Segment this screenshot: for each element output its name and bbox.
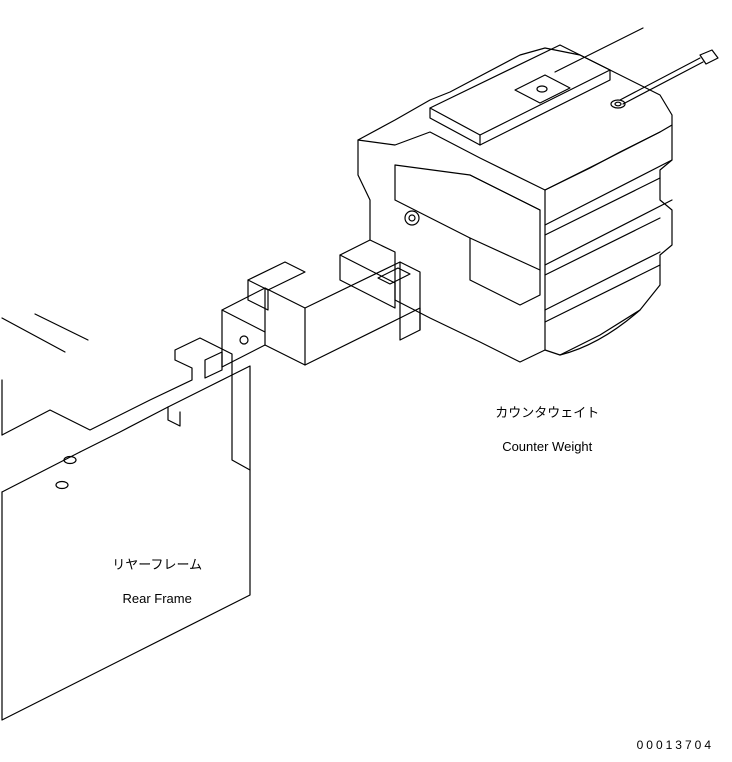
rear-frame-label: リヤーフレーム Rear Frame bbox=[105, 540, 202, 608]
support-bracket bbox=[222, 262, 420, 367]
counter-weight-assembly bbox=[340, 45, 672, 362]
bolt-fastener bbox=[555, 28, 718, 108]
parts-diagram bbox=[0, 0, 732, 762]
counter-weight-label-jp: カウンタウェイト bbox=[495, 405, 599, 420]
counter-weight-label-en: Counter Weight bbox=[502, 439, 592, 454]
counter-weight-label: カウンタウェイト Counter Weight bbox=[488, 388, 599, 456]
rear-frame-assembly bbox=[2, 314, 250, 720]
rear-frame-label-jp: リヤーフレーム bbox=[112, 557, 202, 572]
rear-frame-label-en: Rear Frame bbox=[122, 591, 191, 606]
document-id: 00013704 bbox=[637, 738, 714, 752]
